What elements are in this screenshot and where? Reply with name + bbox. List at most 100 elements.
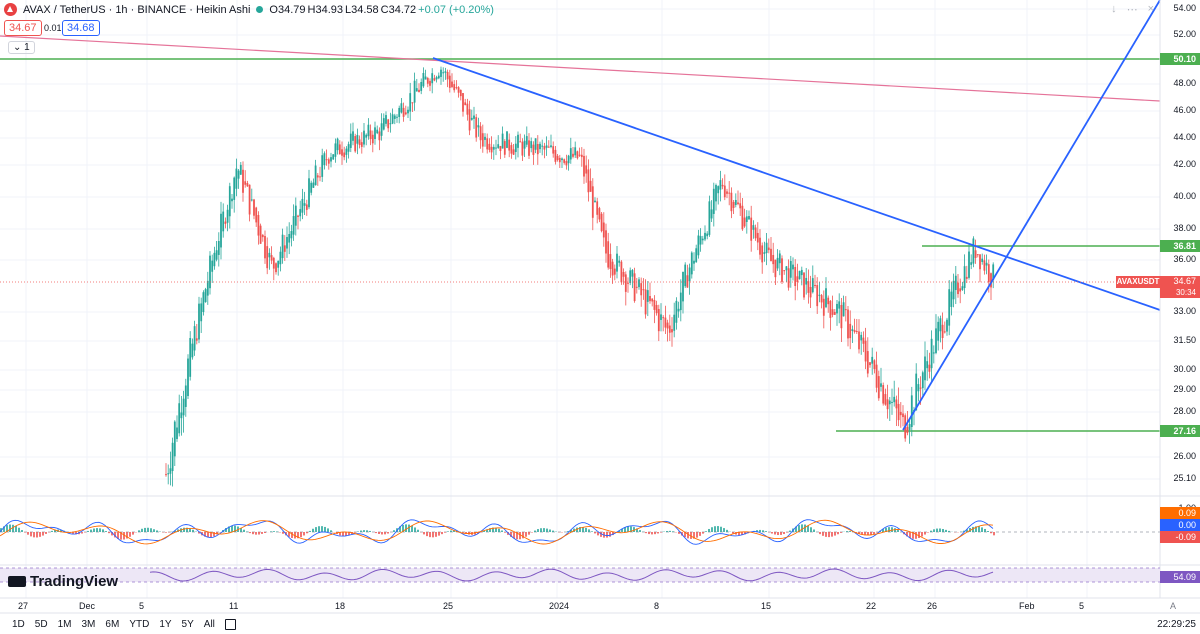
candle-body <box>748 216 750 220</box>
candle-body <box>288 234 291 243</box>
close-value: C34.72 <box>380 3 417 16</box>
macd-histogram-bar <box>105 531 107 532</box>
candle-body <box>635 286 638 288</box>
candle-body <box>585 165 588 174</box>
close-icon[interactable]: × <box>1147 3 1154 15</box>
macd-histogram-bar <box>465 532 467 534</box>
tf-5d[interactable]: 5D <box>34 619 48 630</box>
candle-body <box>701 238 704 241</box>
candle-body <box>519 141 522 143</box>
candle-body <box>506 131 508 148</box>
macd-histogram-bar <box>438 532 440 536</box>
tf-1m[interactable]: 1M <box>57 619 72 630</box>
candle-body <box>715 185 717 202</box>
candle-body <box>191 343 194 358</box>
macd-histogram-bar <box>927 532 929 533</box>
candle-body <box>627 282 629 284</box>
macd-histogram-bar <box>489 528 491 532</box>
candle-body <box>754 227 757 239</box>
clock[interactable]: 22:29:25 <box>1157 619 1196 630</box>
macd-histogram-bar <box>192 529 194 532</box>
candle-body <box>360 142 363 147</box>
macd-histogram-bar <box>147 527 149 532</box>
macd-histogram-bar <box>819 532 821 535</box>
candle-body <box>279 251 282 265</box>
tradingview-logo[interactable]: TradingView <box>8 573 118 590</box>
macd-histogram-bar <box>357 531 359 532</box>
macd-histogram-bar <box>12 524 14 532</box>
macd-histogram-bar <box>528 532 530 535</box>
auto-scale-icon[interactable]: A <box>1169 601 1176 611</box>
candle-body <box>976 254 979 256</box>
candle-body <box>250 199 253 201</box>
macd-histogram-bar <box>273 531 275 532</box>
price-tick: 25.10 <box>1173 473 1196 483</box>
candle-body <box>167 473 170 475</box>
open-value: O34.79 <box>269 3 306 16</box>
tf-1d[interactable]: 1D <box>12 619 25 630</box>
macd-histogram-bar <box>174 530 176 532</box>
macd-histogram-bar <box>444 532 446 533</box>
macd-histogram-bar <box>297 532 299 539</box>
candle-body <box>926 361 929 369</box>
candle-body <box>343 152 346 158</box>
candle-body <box>646 290 649 302</box>
tf-all[interactable]: All <box>203 619 215 630</box>
macd-histogram-bar <box>807 525 809 532</box>
candle-body <box>767 247 770 251</box>
macd-histogram-bar <box>288 532 290 537</box>
candle-body <box>490 146 493 153</box>
candle-body <box>187 358 189 397</box>
macd-histogram-bar <box>804 524 806 532</box>
candle-body <box>583 155 585 177</box>
long-trend-line[interactable] <box>0 35 1161 102</box>
tf-6m[interactable]: 6M <box>105 619 120 630</box>
symbol-title[interactable]: AVAX / TetherUS · 1h · BINANCE · Heikin … <box>23 3 251 16</box>
candle-body <box>939 318 942 332</box>
candle-body <box>316 175 319 178</box>
macd-histogram-bar <box>738 532 740 536</box>
macd-histogram-bar <box>669 530 671 532</box>
tf-1y[interactable]: 1Y <box>159 619 172 630</box>
candle-body <box>440 69 442 77</box>
tf-5y[interactable]: 5Y <box>181 619 194 630</box>
macd-histogram-bar <box>987 531 989 532</box>
candle-body <box>411 102 414 104</box>
calendar-icon[interactable] <box>224 619 236 630</box>
macd-histogram-bar <box>666 530 668 532</box>
candle-body <box>470 117 473 120</box>
macd-histogram-bar <box>150 528 152 532</box>
candle-body <box>451 81 453 87</box>
candle-body <box>226 209 229 223</box>
macd-histogram-bar <box>300 532 302 538</box>
time-tick: 25 <box>443 601 454 611</box>
macd-histogram-bar <box>552 530 554 532</box>
last-price-tag: 34.67 <box>1160 276 1200 288</box>
candle-body <box>321 155 324 177</box>
macd-histogram-bar <box>189 528 191 532</box>
macd-histogram-bar <box>321 526 323 532</box>
candle-body <box>376 129 379 134</box>
candle-body <box>937 321 940 341</box>
candle-body <box>398 107 401 117</box>
spread-value: 0.01 <box>44 23 62 33</box>
macd-histogram-bar <box>624 527 626 532</box>
candle-body <box>228 186 231 217</box>
descending-trendline[interactable] <box>432 57 1161 311</box>
sell-price-button[interactable]: 34.67 <box>4 20 42 36</box>
candle-body <box>682 271 684 302</box>
buy-price-button[interactable]: 34.68 <box>62 20 100 36</box>
candle-body <box>281 234 284 259</box>
macd-histogram-bar <box>120 532 122 540</box>
arrow-down-icon[interactable]: ↓ <box>1111 3 1117 15</box>
ascending-trendline[interactable] <box>902 0 1161 431</box>
candle-body <box>906 426 909 433</box>
more-icon[interactable]: ⋯ <box>1126 4 1138 16</box>
indicators-toggle[interactable]: ⌄ 1 <box>8 41 35 54</box>
macd-histogram-bar <box>363 530 365 532</box>
candle-body <box>380 123 383 136</box>
candle-body <box>488 143 491 150</box>
tf-ytd[interactable]: YTD <box>129 619 150 630</box>
tf-3m[interactable]: 3M <box>81 619 96 630</box>
